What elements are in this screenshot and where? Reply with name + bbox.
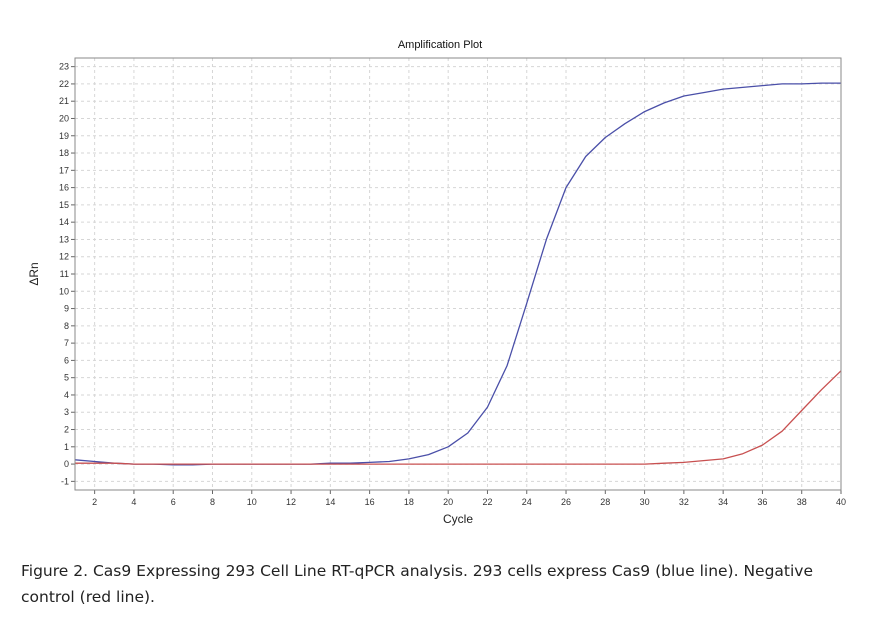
amplification-plot-figure: Amplification Plot -1 0 1 2 3 4 5 6 7 8 9 10 11 12 13 1… [27,39,846,526]
x-tick-label: 22 [482,497,492,507]
x-tick-label: 18 [404,497,414,507]
y-tick-label: 6 [64,355,69,365]
series-lines [74,82,842,466]
y-tick-label: 13 [59,234,69,244]
x-tick-label: 28 [600,497,610,507]
y-tick-label: 5 [64,373,69,383]
y-tick-label: -1 [61,476,69,486]
y-tick-label: 22 [59,79,69,89]
y-tick-label: 2 [64,425,69,435]
x-tick-label: 40 [836,497,846,507]
y-tick-label: 20 [59,113,69,123]
y-tick-label: 12 [59,252,69,262]
y-tick-label: 21 [59,96,69,106]
figure-caption: Figure 2. Cas9 Expressing 293 Cell Line … [21,558,841,610]
y-tick-label: 11 [60,269,69,279]
x-tick-label: 2 [92,497,97,507]
y-tick-label: 16 [59,183,69,193]
y-axis-label: ΔRn [27,262,41,285]
y-tick-label: 23 [59,62,69,72]
x-tick-label: 26 [561,497,571,507]
y-tick-label: 1 [64,442,69,452]
y-tick-label: 17 [59,165,69,175]
y-tick-label: 9 [64,304,69,314]
axis-ticks: -101234567891011121314151617181920212223… [59,62,846,507]
y-tick-label: 4 [64,390,69,400]
x-tick-label: 8 [210,497,215,507]
x-tick-label: 32 [679,497,689,507]
x-tick-label: 6 [171,497,176,507]
plot-frame [74,57,842,491]
grid-lines [75,58,842,490]
x-tick-label: 36 [757,497,767,507]
x-axis-label: Cycle [443,512,473,526]
x-tick-label: 34 [718,497,728,507]
x-tick-label: 24 [522,497,532,507]
y-tick-label: 8 [64,321,69,331]
x-tick-label: 20 [443,497,453,507]
x-tick-label: 12 [286,497,296,507]
x-tick-label: 4 [131,497,136,507]
y-tick-label: 18 [59,148,69,158]
chart-title: Amplification Plot [398,39,482,51]
x-tick-label: 30 [640,497,650,507]
amplification-plot-chart: Amplification Plot -10123456789101112131… [27,39,846,526]
x-tick-label: 38 [797,497,807,507]
y-tick-label: 10 [59,286,69,296]
y-tick-label: 3 [64,407,69,417]
x-tick-label: 10 [247,497,257,507]
y-tick-label: 15 [59,200,69,210]
caption-line-2: control (red line). [21,588,155,606]
y-tick-label: 19 [59,131,69,141]
x-tick-label: 14 [325,497,335,507]
y-tick-label: 0 [64,459,69,469]
negative-control-series-line [75,370,842,465]
y-tick-label: 7 [64,338,69,348]
y-tick-label: 14 [59,217,69,227]
caption-line-1: Figure 2. Cas9 Expressing 293 Cell Line … [21,562,814,580]
x-tick-label: 16 [365,497,375,507]
